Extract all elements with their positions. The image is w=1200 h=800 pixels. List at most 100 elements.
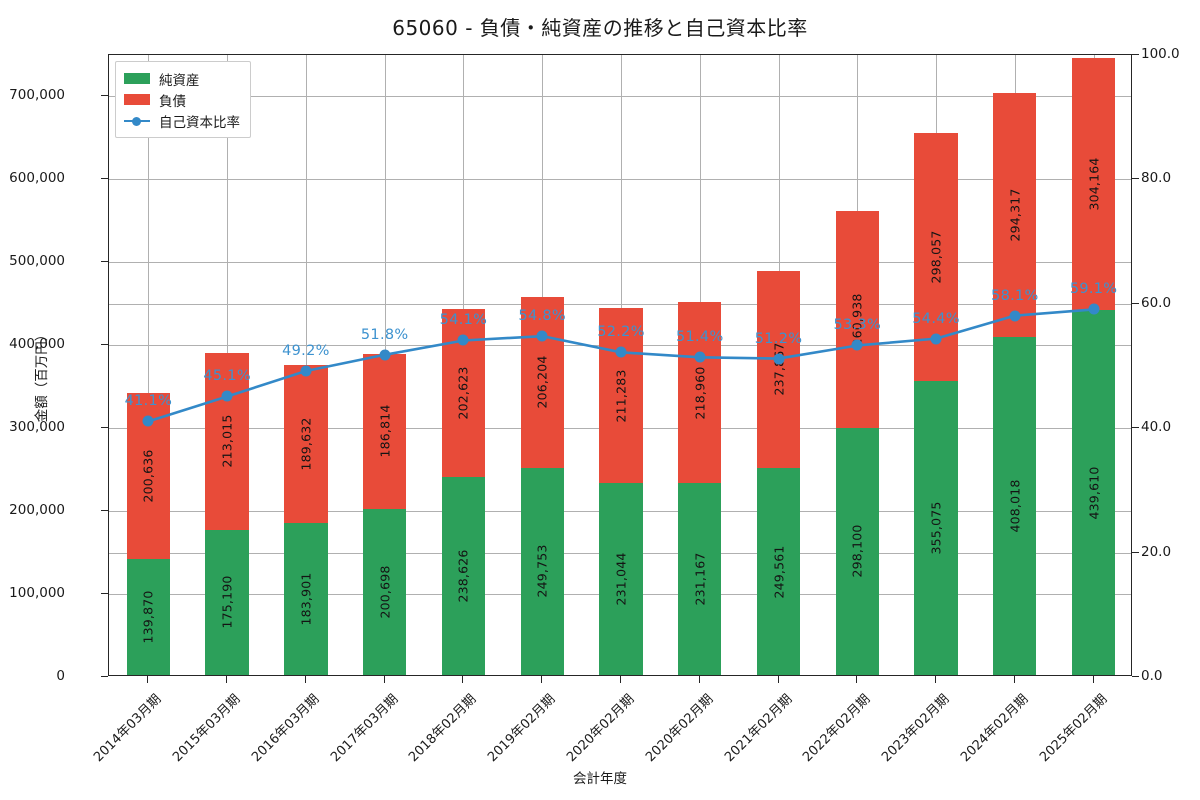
ratio-value-label: 54.4% — [912, 310, 960, 327]
x-axis-tick-label: 2023年02月期 — [879, 691, 953, 766]
bar-segment-equity[interactable]: 139,870 — [126, 559, 171, 675]
ratio-data-point[interactable] — [1088, 303, 1100, 315]
bar-group[interactable]: 231,044 211,283 — [599, 308, 643, 675]
ratio-data-point[interactable] — [694, 351, 706, 363]
bar-segment-liabilities[interactable]: 294,317 — [993, 92, 1037, 337]
ratio-value-label: 54.8% — [518, 308, 567, 325]
bar-group[interactable]: 183,901 189,632 — [284, 365, 328, 675]
bar-segment-equity[interactable]: 408,018 — [993, 336, 1037, 675]
y-axis-left-tick-label: 100,000 — [9, 585, 65, 602]
ratio-value-label: 59.1% — [1069, 281, 1118, 298]
ratio-data-point[interactable] — [1009, 310, 1021, 322]
bar-value-label-liabilities: 200,636 — [140, 449, 156, 503]
x-axis-tick-mark — [698, 676, 700, 683]
bar-value-label-equity: 231,167 — [692, 552, 708, 606]
gridline-horizontal-secondary — [109, 179, 1131, 181]
legend-item-equity[interactable]: 純資産 — [124, 68, 240, 89]
bar-segment-equity[interactable]: 231,044 — [599, 483, 643, 675]
bar-segment-equity[interactable]: 439,610 — [1071, 310, 1116, 675]
bar-segment-liabilities[interactable]: 186,814 — [363, 353, 407, 509]
chart-legend: 純資産 負債 自己資本比率 — [115, 61, 251, 138]
x-axis-tick-mark — [383, 676, 385, 683]
bar-segment-equity[interactable]: 200,698 — [363, 508, 407, 675]
ratio-data-point[interactable] — [930, 333, 942, 345]
ratio-data-point[interactable] — [379, 349, 391, 361]
bar-group[interactable]: 249,753 206,204 — [520, 296, 564, 675]
ratio-value-label: 49.2% — [282, 342, 330, 359]
bar-value-label-equity: 175,190 — [219, 575, 235, 629]
bar-value-label-liabilities: 186,814 — [377, 404, 393, 458]
ratio-data-point[interactable] — [221, 390, 233, 402]
x-axis-tick-label: 2017年03月期 — [327, 691, 402, 766]
bar-segment-equity[interactable]: 175,190 — [205, 529, 249, 675]
legend-item-liabilities[interactable]: 負債 — [124, 89, 240, 110]
bar-segment-equity[interactable]: 231,167 — [678, 483, 722, 675]
bar-segment-liabilities[interactable]: 304,164 — [1071, 58, 1116, 311]
ratio-data-point[interactable] — [536, 330, 548, 342]
x-axis-tick-label: 2025年02月期 — [1036, 691, 1111, 766]
y-axis-left-tick-mark — [101, 510, 108, 512]
x-axis-tick-label: 2014年03月期 — [91, 691, 165, 766]
bar-value-label-equity: 231,044 — [613, 552, 629, 606]
bar-group[interactable]: 408,018 294,317 — [993, 92, 1037, 675]
y-axis-right-tick-label: 20.0 — [1141, 543, 1172, 560]
legend-item-equity-ratio[interactable]: 自己資本比率 — [124, 110, 240, 131]
bar-value-label-liabilities: 237,867 — [771, 342, 787, 396]
bar-group[interactable]: 139,870 200,636 — [126, 392, 171, 675]
x-axis-tick-mark — [541, 676, 543, 683]
y-axis-left-tick-label: 0 — [56, 668, 65, 684]
plot-area: 139,870 200,636 175,190 213,015 183,901 189,6… — [108, 54, 1132, 676]
bar-segment-equity[interactable]: 249,561 — [756, 468, 801, 675]
y-axis-left-tick-mark — [101, 676, 108, 677]
y-axis-left-tick-label: 300,000 — [9, 419, 65, 436]
bar-group[interactable]: 238,626 202,623 — [441, 309, 486, 675]
bar-group[interactable]: 439,610 304,164 — [1071, 58, 1116, 675]
y-axis-left-tick-label: 600,000 — [9, 170, 65, 187]
x-axis-tick-label: 2024年02月期 — [957, 691, 1032, 766]
y-axis-right-tick-mark — [1132, 427, 1139, 429]
x-axis-tick-label: 2018年02月期 — [406, 691, 480, 766]
x-axis-tick-mark — [462, 676, 464, 683]
bar-value-label-equity: 249,753 — [534, 544, 550, 598]
bar-value-label-equity: 238,626 — [455, 549, 471, 603]
legend-label-liabilities: 負債 — [159, 93, 186, 110]
bar-segment-equity[interactable]: 298,100 — [835, 427, 879, 675]
y-axis-right-tick-label: 60.0 — [1141, 294, 1172, 311]
x-axis-tick-mark — [1092, 676, 1094, 683]
bar-value-label-liabilities: 189,632 — [298, 417, 314, 471]
ratio-data-point[interactable] — [457, 334, 469, 346]
x-axis-label: 会計年度 — [573, 771, 627, 787]
bar-value-label-liabilities: 206,204 — [534, 355, 550, 409]
chart-title: 65060 - 負債・純資産の推移と自己資本比率 — [392, 16, 808, 40]
bar-segment-equity[interactable]: 238,626 — [441, 477, 486, 675]
ratio-data-point[interactable] — [615, 346, 627, 358]
bar-segment-equity[interactable]: 355,075 — [914, 380, 958, 675]
bar-segment-liabilities[interactable]: 189,632 — [284, 365, 328, 523]
ratio-data-point[interactable] — [773, 353, 785, 365]
y-axis-right-tick-label: 40.0 — [1141, 419, 1172, 436]
y-axis-right-tick-mark — [1132, 54, 1139, 55]
bar-segment-liabilities[interactable]: 237,867 — [756, 270, 801, 469]
legend-label-equity: 純資産 — [159, 72, 200, 89]
x-axis-tick-label: 2020年02月期 — [642, 691, 717, 766]
y-axis-left-tick-mark — [101, 344, 108, 346]
ratio-data-point[interactable] — [851, 339, 863, 351]
gridline-horizontal — [109, 262, 1131, 264]
bar-segment-equity[interactable]: 249,753 — [520, 467, 564, 675]
bar-group[interactable]: 200,698 186,814 — [363, 353, 407, 675]
bar-segment-equity[interactable]: 183,901 — [284, 522, 328, 675]
y-axis-left-tick-label: 400,000 — [9, 336, 65, 353]
ratio-data-point[interactable] — [300, 365, 312, 377]
bar-value-label-equity: 355,075 — [928, 501, 944, 555]
x-axis-tick-mark — [856, 676, 858, 683]
y-axis-right-tick-mark — [1132, 551, 1139, 553]
ratio-data-point[interactable] — [142, 415, 154, 427]
bar-group[interactable]: 298,100 260,938 — [835, 211, 879, 675]
gridline-horizontal — [109, 96, 1131, 98]
y-axis-right-tick-mark — [1132, 302, 1139, 304]
x-axis-tick-mark — [777, 676, 779, 683]
y-axis-left-tick-label: 700,000 — [9, 87, 65, 104]
ratio-value-label: 51.8% — [360, 326, 409, 343]
bar-group[interactable]: 355,075 298,057 — [914, 133, 958, 675]
